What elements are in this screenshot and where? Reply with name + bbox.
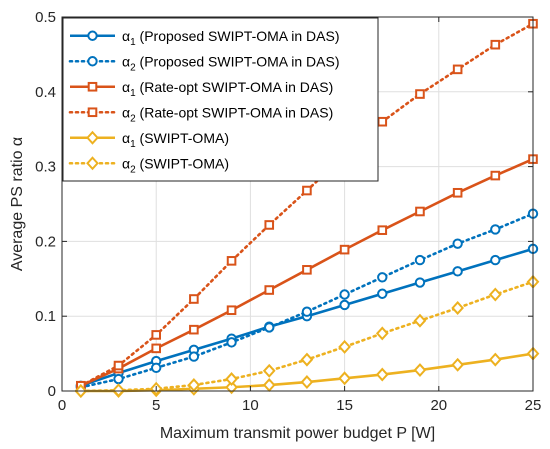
data-point: [413, 313, 427, 328]
legend-label: α2 (Rate-opt SWIPT-OMA in DAS): [122, 104, 333, 124]
y-tick-label: 0.1: [35, 308, 56, 325]
legend-marker: [87, 30, 98, 41]
data-point: [413, 363, 427, 378]
data-point: [301, 306, 313, 317]
data-point: [112, 383, 125, 398]
data-point: [264, 285, 275, 295]
legend-item: α2 (SWIPT-OMA): [68, 155, 229, 175]
y-tick-label: 0.4: [35, 84, 56, 101]
legend-box: [62, 17, 379, 182]
data-point: [226, 305, 237, 316]
data-point: [339, 244, 350, 255]
data-point: [488, 287, 502, 302]
x-tick-label: 20: [430, 397, 447, 414]
tick-group: 0 5 10 15 20 25 0 0.1 0.2 0.3 0.4 0.5: [35, 9, 541, 414]
data-point: [490, 254, 501, 266]
legend-marker: [87, 56, 98, 67]
data-point: [151, 330, 161, 340]
legend-label: α1 (Rate-opt SWIPT-OMA in DAS): [122, 79, 333, 99]
y-axis-label: Average PS ratio α: [9, 137, 26, 271]
data-point: [339, 289, 350, 300]
data-point: [414, 277, 426, 288]
data-point: [113, 373, 124, 385]
legend-label: α2 (SWIPT-OMA): [122, 155, 229, 175]
legend-label: α1 (SWIPT-OMA): [122, 130, 229, 150]
data-point: [375, 326, 389, 341]
data-point: [302, 185, 312, 196]
data-point: [264, 322, 275, 333]
data-point: [451, 357, 464, 372]
legend-marker: [86, 130, 99, 145]
data-point: [414, 254, 426, 266]
data-point: [302, 265, 312, 275]
data-point: [225, 372, 238, 387]
y-tick-label: 0.5: [35, 9, 56, 26]
legend: α1 (Proposed SWIPT-OMA in DAS) α2 (Propos…: [62, 17, 379, 182]
data-point: [375, 367, 389, 382]
legend-label: α1 (Proposed SWIPT-OMA in DAS): [122, 28, 340, 48]
data-point: [490, 170, 501, 181]
data-point: [452, 238, 463, 249]
data-point: [339, 299, 350, 311]
data-point: [264, 220, 275, 230]
x-tick-label: 5: [152, 397, 160, 414]
data-point: [488, 352, 502, 367]
data-point: [226, 256, 237, 266]
data-point: [226, 337, 237, 348]
data-point: [300, 375, 314, 390]
data-point: [189, 324, 199, 335]
legend-item: α1 (Proposed SWIPT-OMA in DAS): [70, 28, 340, 48]
data-point: [415, 89, 425, 99]
data-point: [490, 39, 501, 50]
data-point: [451, 300, 464, 315]
data-point: [189, 294, 199, 304]
x-tick-label: 0: [58, 397, 66, 414]
legend-item: α2 (Rate-opt SWIPT-OMA in DAS): [68, 104, 333, 124]
legend-item: α1 (Rate-opt SWIPT-OMA in DAS): [70, 79, 333, 99]
data-point: [415, 206, 425, 217]
data-point: [188, 351, 200, 362]
legend-marker: [86, 156, 99, 171]
data-point: [377, 288, 388, 299]
plot-frame: [61, 16, 534, 392]
data-point: [452, 187, 463, 198]
x-axis-label: Maximum transmit power budget P [W]: [160, 425, 435, 442]
legend-marker: [87, 81, 98, 92]
data-point: [377, 225, 388, 235]
data-point: [338, 339, 351, 354]
legend-label: α2 (Proposed SWIPT-OMA in DAS): [122, 53, 340, 73]
data-point: [151, 362, 162, 374]
data-point: [490, 224, 501, 235]
data-point: [338, 371, 351, 386]
y-tick-label: 0: [48, 383, 56, 400]
data-point: [377, 272, 388, 283]
x-tick-label: 15: [336, 397, 353, 414]
data-point: [225, 380, 238, 395]
y-tick-label: 0.3: [35, 159, 56, 176]
x-tick-label: 10: [242, 397, 259, 414]
legend-item: α1 (SWIPT-OMA): [70, 130, 229, 150]
data-point: [113, 360, 124, 371]
legend-marker: [87, 107, 98, 118]
data-point: [151, 343, 161, 354]
legend-item: α2 (Proposed SWIPT-OMA in DAS): [68, 53, 340, 73]
data-point: [377, 116, 388, 127]
data-point: [262, 363, 276, 378]
data-point: [452, 64, 463, 75]
x-tick-label: 25: [525, 397, 542, 414]
data-point: [300, 352, 314, 367]
data-point: [452, 266, 463, 277]
y-tick-label: 0.2: [35, 233, 56, 250]
